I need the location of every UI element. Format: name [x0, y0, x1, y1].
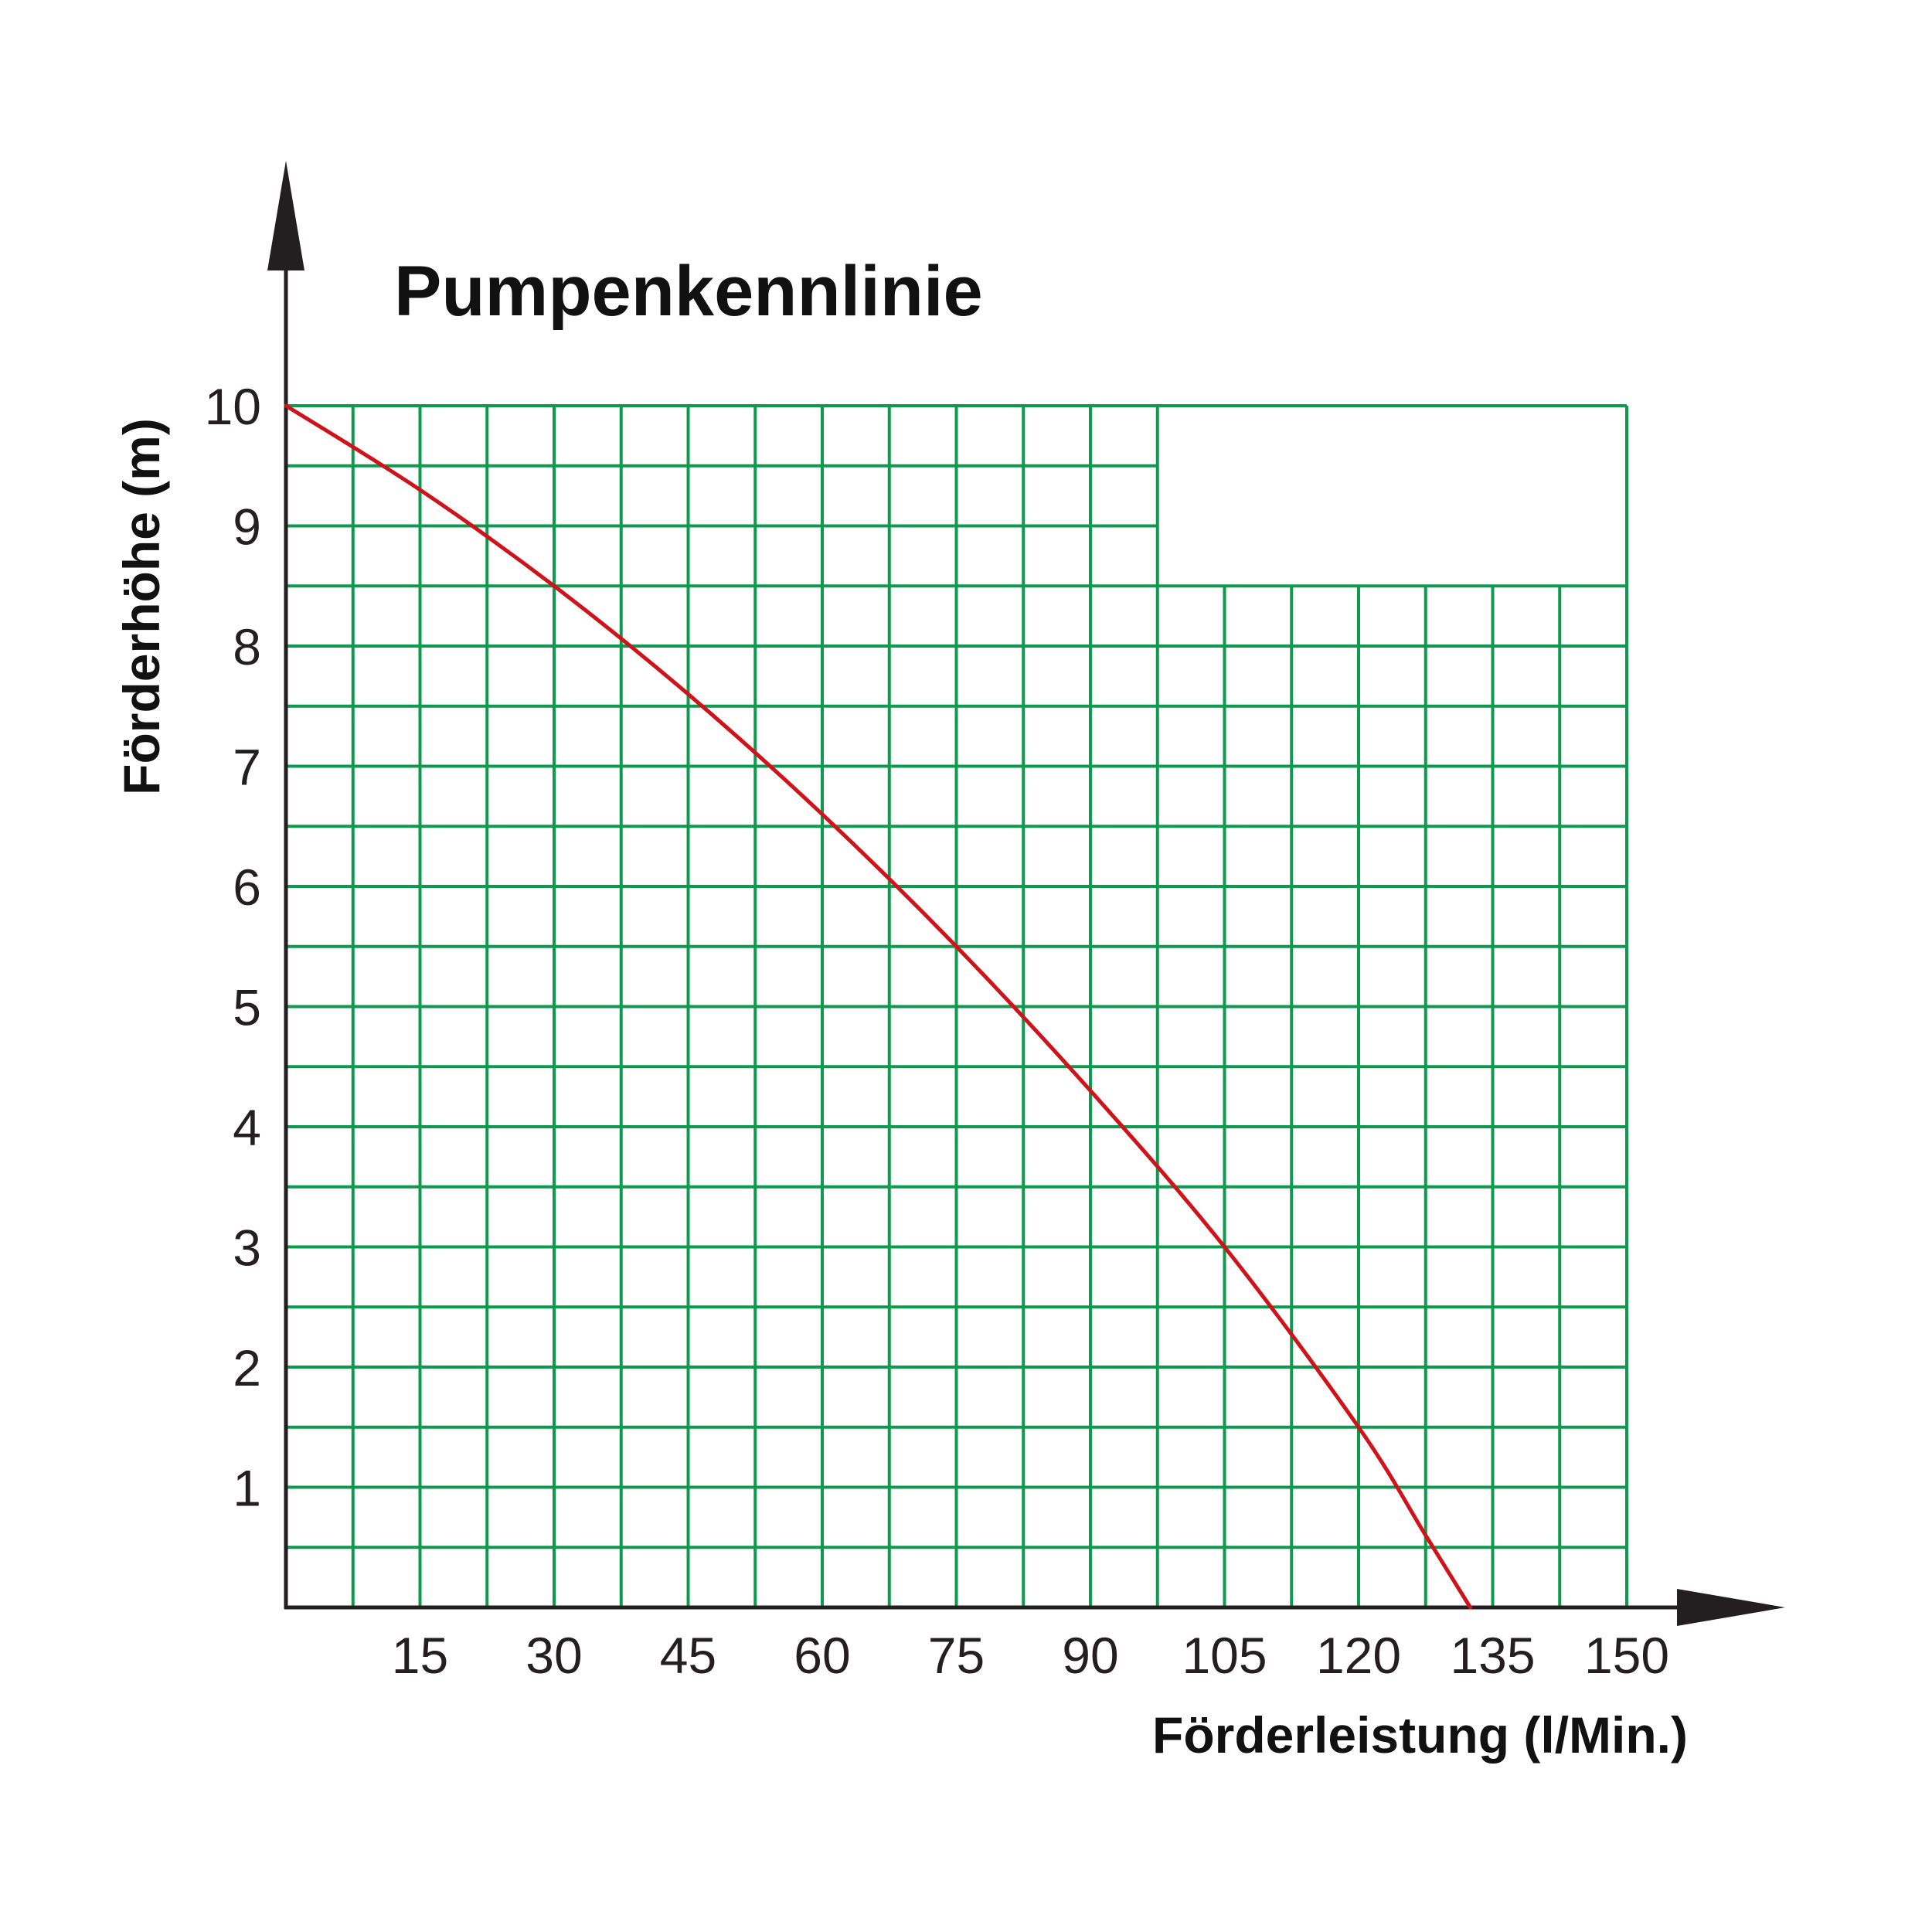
pump-curve-line: [284, 403, 1473, 1610]
y-tick-label: 2: [233, 1339, 261, 1396]
axes: [267, 161, 1785, 1626]
chart-title: Pumpenkennlinie: [394, 252, 983, 331]
y-tick-label: 6: [233, 859, 261, 916]
y-tick-label: 4: [233, 1099, 261, 1156]
x-tick-label: 15: [392, 1627, 448, 1684]
x-tick-label: 150: [1584, 1627, 1669, 1684]
grid: [286, 404, 1628, 1607]
x-tick-label: 135: [1450, 1627, 1535, 1684]
x-tick-label: 75: [928, 1627, 985, 1684]
x-tick-label: 60: [794, 1627, 850, 1684]
x-axis-arrow: [1677, 1589, 1785, 1626]
y-axis-title: Förderhöhe (m): [113, 418, 170, 795]
y-tick-label: 8: [233, 618, 261, 675]
x-tick-labels: 15 30 45 60 75 90 105 120 135 150: [392, 1627, 1669, 1684]
x-tick-label: 45: [660, 1627, 716, 1684]
y-tick-label: 5: [233, 979, 261, 1036]
y-tick-label: 1: [233, 1460, 261, 1517]
x-tick-label: 105: [1182, 1627, 1267, 1684]
y-tick-label: 3: [233, 1219, 261, 1277]
y-tick-label: 9: [233, 498, 261, 556]
y-tick-label: 10: [205, 378, 261, 435]
y-axis-arrow: [267, 161, 304, 270]
x-tick-label: 120: [1316, 1627, 1401, 1684]
x-tick-label: 90: [1062, 1627, 1118, 1684]
x-axis-title: Förderleistung (l/Min.): [1152, 1706, 1688, 1764]
x-tick-label: 30: [526, 1627, 582, 1684]
y-tick-labels: 1 2 3 4 5 6 7 8 9 10: [205, 378, 261, 1517]
y-tick-label: 7: [233, 739, 261, 796]
series-group: [284, 403, 1473, 1610]
